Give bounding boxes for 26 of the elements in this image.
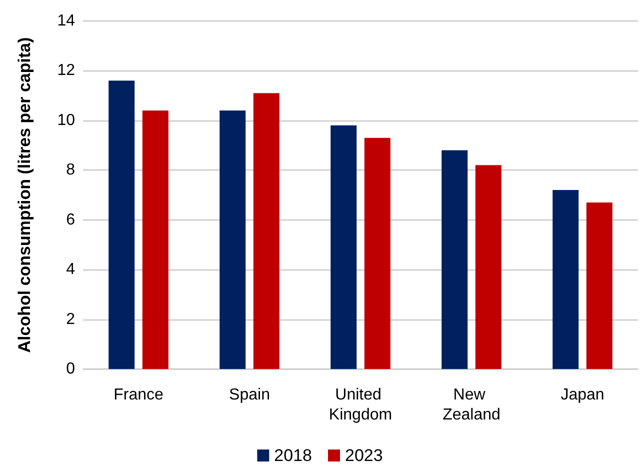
bar bbox=[142, 110, 168, 369]
y-axis-title: Alcohol consumption (litres per capita) bbox=[15, 37, 34, 353]
y-tick-label: 4 bbox=[66, 261, 76, 278]
y-tick-label: 2 bbox=[66, 310, 76, 328]
bar bbox=[552, 190, 579, 369]
y-tick-label: 10 bbox=[57, 112, 76, 129]
y-tick-label: 12 bbox=[57, 62, 76, 80]
x-tick-label: United Kingdom bbox=[328, 386, 392, 424]
x-tick-label: Japan bbox=[560, 386, 604, 404]
y-tick-label: 14 bbox=[57, 12, 76, 30]
legend-label: 2023 bbox=[345, 446, 383, 465]
bar bbox=[475, 165, 502, 369]
y-tick-label: 8 bbox=[66, 162, 76, 179]
bar bbox=[586, 202, 612, 369]
bar bbox=[330, 125, 357, 369]
x-tick-label: New Zealand bbox=[442, 386, 500, 424]
bar bbox=[442, 150, 468, 369]
bar bbox=[253, 93, 280, 369]
y-tick-label: 6 bbox=[66, 211, 76, 228]
x-tick-label: France bbox=[114, 386, 164, 404]
x-tick-label: Spain bbox=[229, 386, 270, 404]
legend-label: 2018 bbox=[274, 446, 312, 465]
bar bbox=[220, 110, 246, 369]
y-tick-label: 0 bbox=[66, 360, 76, 378]
bar bbox=[108, 80, 135, 369]
bar bbox=[364, 138, 390, 369]
